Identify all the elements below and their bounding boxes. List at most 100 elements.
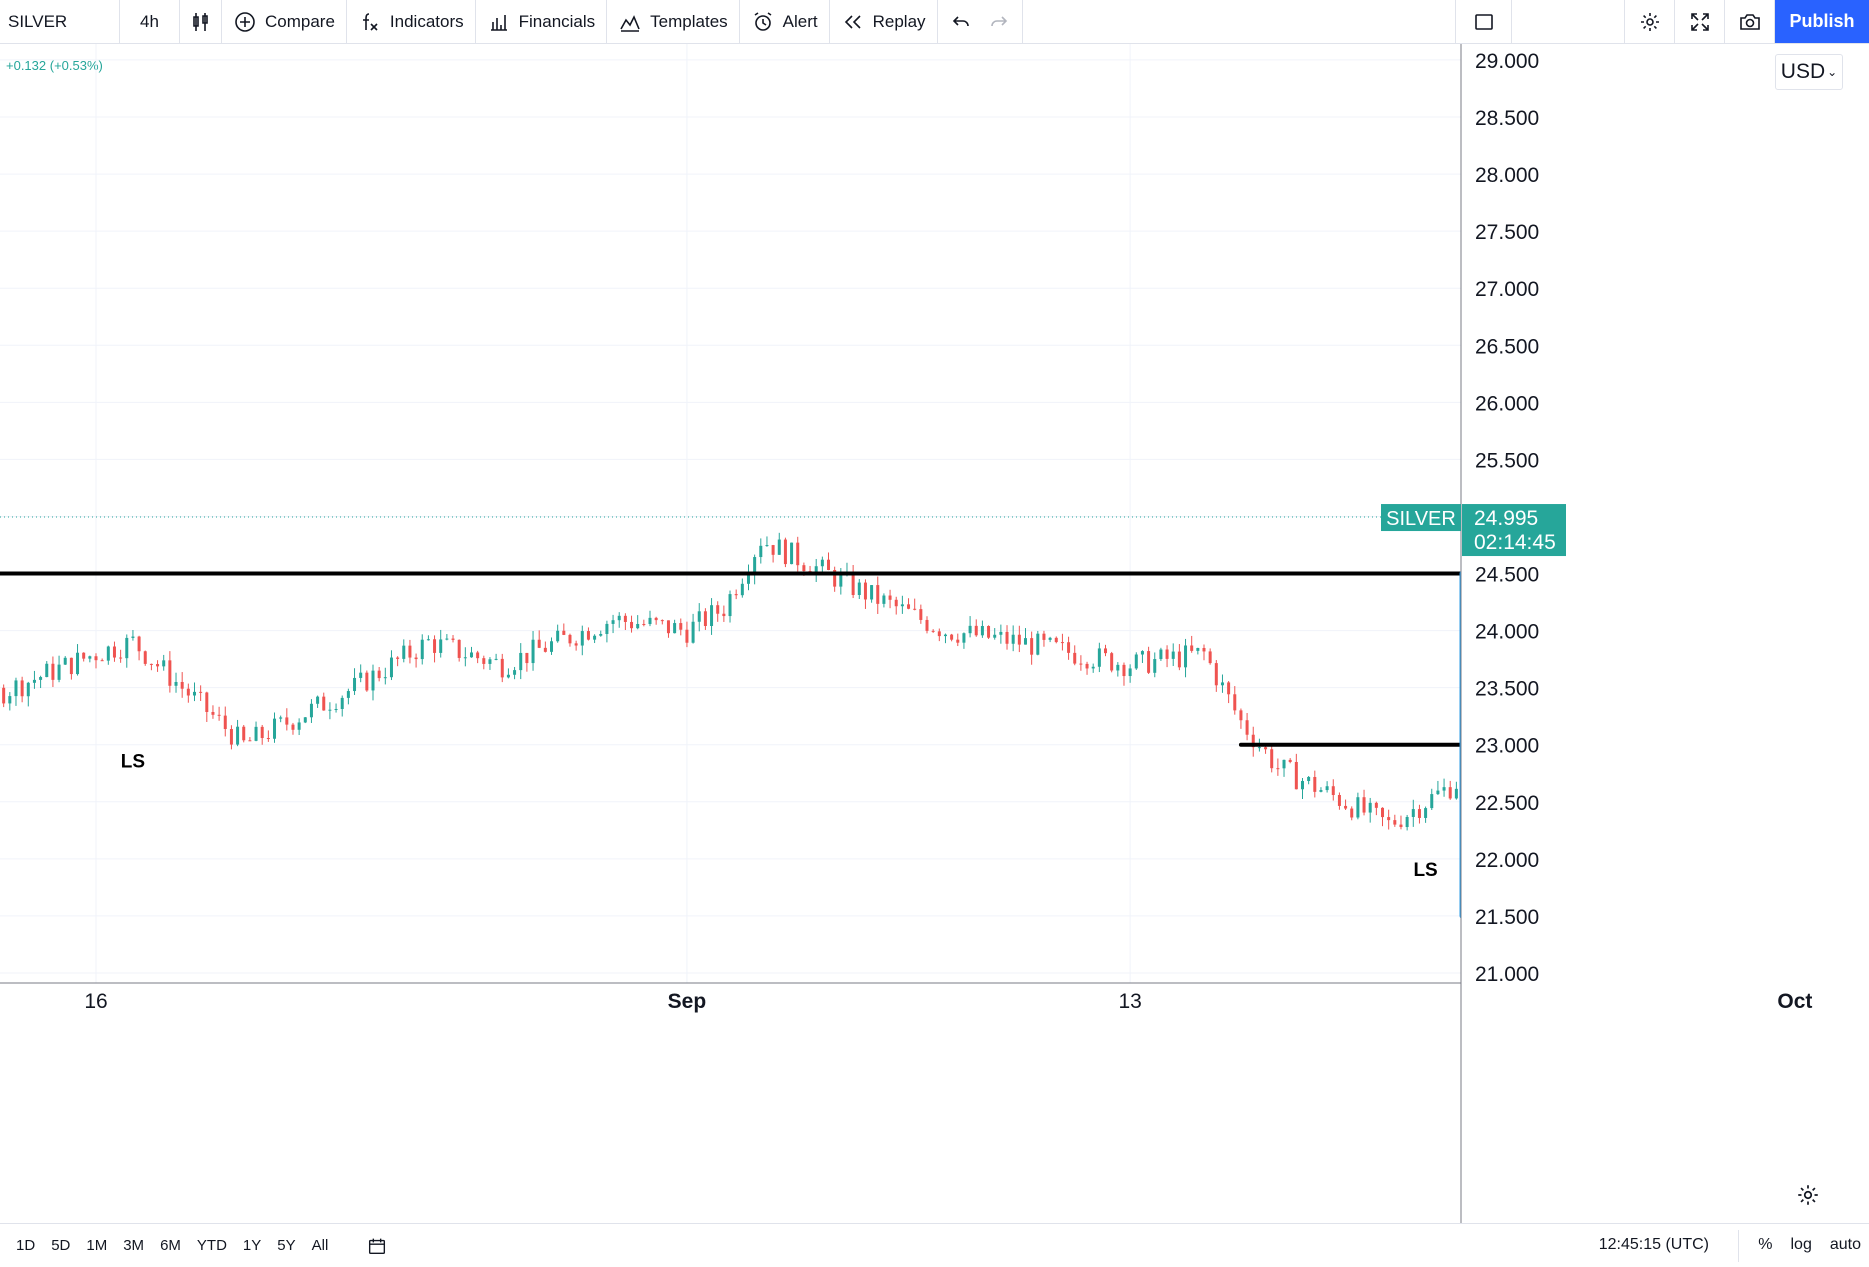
candle <box>1362 789 1366 816</box>
interval-button[interactable]: 4h <box>120 0 180 43</box>
candle-body <box>1073 652 1077 664</box>
candle-body <box>703 611 707 626</box>
range-button-3m[interactable]: 3M <box>123 1237 145 1254</box>
publish-button[interactable]: Publish <box>1775 0 1869 43</box>
candle <box>851 565 855 599</box>
alert-button[interactable]: Alert <box>740 0 830 43</box>
time-tick-label: 13 <box>1118 990 1141 1013</box>
candle <box>1042 630 1046 647</box>
candle <box>69 657 73 680</box>
candle <box>396 656 400 667</box>
candle-body <box>1264 747 1268 750</box>
range-button-1d[interactable]: 1D <box>16 1237 36 1254</box>
candle <box>857 579 861 599</box>
candle-body <box>82 652 86 659</box>
percent-toggle[interactable]: % <box>1758 1236 1773 1253</box>
candle-body <box>679 623 683 630</box>
candle-body <box>223 715 227 730</box>
range-button-5d[interactable]: 5D <box>51 1237 71 1254</box>
log-toggle[interactable]: log <box>1790 1236 1812 1253</box>
candle-body <box>1368 802 1372 813</box>
candle <box>888 589 892 609</box>
candle-body <box>1239 710 1243 721</box>
candle <box>1294 753 1298 790</box>
replay-label: Replay <box>872 11 926 31</box>
settings-button[interactable] <box>1625 0 1675 43</box>
candle <box>322 692 326 711</box>
candle-body <box>1233 694 1237 711</box>
candle-body <box>543 647 547 652</box>
candle <box>1030 631 1034 665</box>
candle-body <box>993 634 997 638</box>
candle <box>894 596 898 615</box>
candle <box>1017 625 1021 653</box>
candle-body <box>1430 794 1434 809</box>
fullscreen-layout-button[interactable] <box>1456 0 1512 43</box>
redo-icon[interactable] <box>987 10 1011 34</box>
candle-body <box>273 718 277 739</box>
candle <box>506 668 510 679</box>
candle-body <box>377 670 381 679</box>
range-button-1y[interactable]: 1Y <box>242 1237 262 1254</box>
compare-button[interactable]: Compare <box>222 0 347 43</box>
candle-body <box>266 738 270 740</box>
currency-select[interactable]: USD ⌄ <box>1775 54 1843 90</box>
utc-clock[interactable]: 12:45:15 (UTC) <box>1598 1236 1709 1253</box>
symbol-search[interactable]: SILVER <box>0 0 120 43</box>
templates-button[interactable]: Templates <box>607 0 740 43</box>
price-axis[interactable]: 29.000 28.500 28.000 27.500 27.000 26.500 26.0… <box>1475 50 1539 986</box>
candle <box>568 633 572 647</box>
candle <box>494 653 498 661</box>
price-chart[interactable]: LSLSHRSRS29.00028.50028.00027.50027.0002… <box>0 44 1869 1223</box>
range-button-5y[interactable]: 5Y <box>277 1237 296 1254</box>
candle <box>433 635 437 663</box>
snapshot-button[interactable] <box>1725 0 1775 43</box>
candle <box>1454 781 1458 800</box>
time-tick-label: 16 <box>84 990 107 1013</box>
candle-body <box>180 681 184 689</box>
candle-body <box>925 619 929 631</box>
candle <box>1054 636 1058 644</box>
range-button-all[interactable]: All <box>311 1237 329 1254</box>
candle-body <box>1331 786 1335 796</box>
candle <box>1122 662 1126 686</box>
candle-body <box>654 617 658 621</box>
candle <box>359 664 363 683</box>
indicators-button[interactable]: Indicators <box>347 0 476 43</box>
candle <box>469 646 473 658</box>
candle-body <box>1251 734 1255 748</box>
undo-icon[interactable] <box>949 10 973 34</box>
candle <box>925 616 929 634</box>
auto-toggle[interactable]: auto <box>1829 1236 1861 1253</box>
time-tick-label: Oct <box>1777 990 1812 1013</box>
candle-body <box>174 681 178 686</box>
range-button-ytd[interactable]: YTD <box>196 1237 227 1254</box>
candle-body <box>1294 761 1298 790</box>
candle-body <box>974 625 978 636</box>
candle-body <box>322 696 326 711</box>
fullscreen-button[interactable] <box>1675 0 1725 43</box>
candle <box>931 629 935 633</box>
replay-button[interactable]: Replay <box>830 0 938 43</box>
goto-date-button[interactable] <box>366 1234 390 1258</box>
chart-style-button[interactable] <box>180 0 222 43</box>
candle <box>870 585 874 603</box>
axis-settings-button[interactable] <box>1795 1182 1821 1208</box>
price-tick-label: 29.000 <box>1475 50 1539 73</box>
candle-body <box>593 635 597 640</box>
range-button-6m[interactable]: 6M <box>160 1237 181 1254</box>
candle-body <box>1417 809 1421 818</box>
candle <box>1368 797 1372 823</box>
time-axis[interactable]: 16Sep13Oct18Nov15Dec <box>84 990 1869 1013</box>
candle <box>168 651 172 693</box>
range-button-1m[interactable]: 1M <box>86 1237 108 1254</box>
candle-body <box>1023 638 1027 645</box>
candle <box>1300 777 1304 800</box>
candle-body <box>519 652 523 671</box>
financials-button[interactable]: Financials <box>476 0 608 43</box>
candle <box>39 675 43 689</box>
candle <box>765 536 769 547</box>
candle-body <box>1171 651 1175 659</box>
candle <box>666 620 670 638</box>
